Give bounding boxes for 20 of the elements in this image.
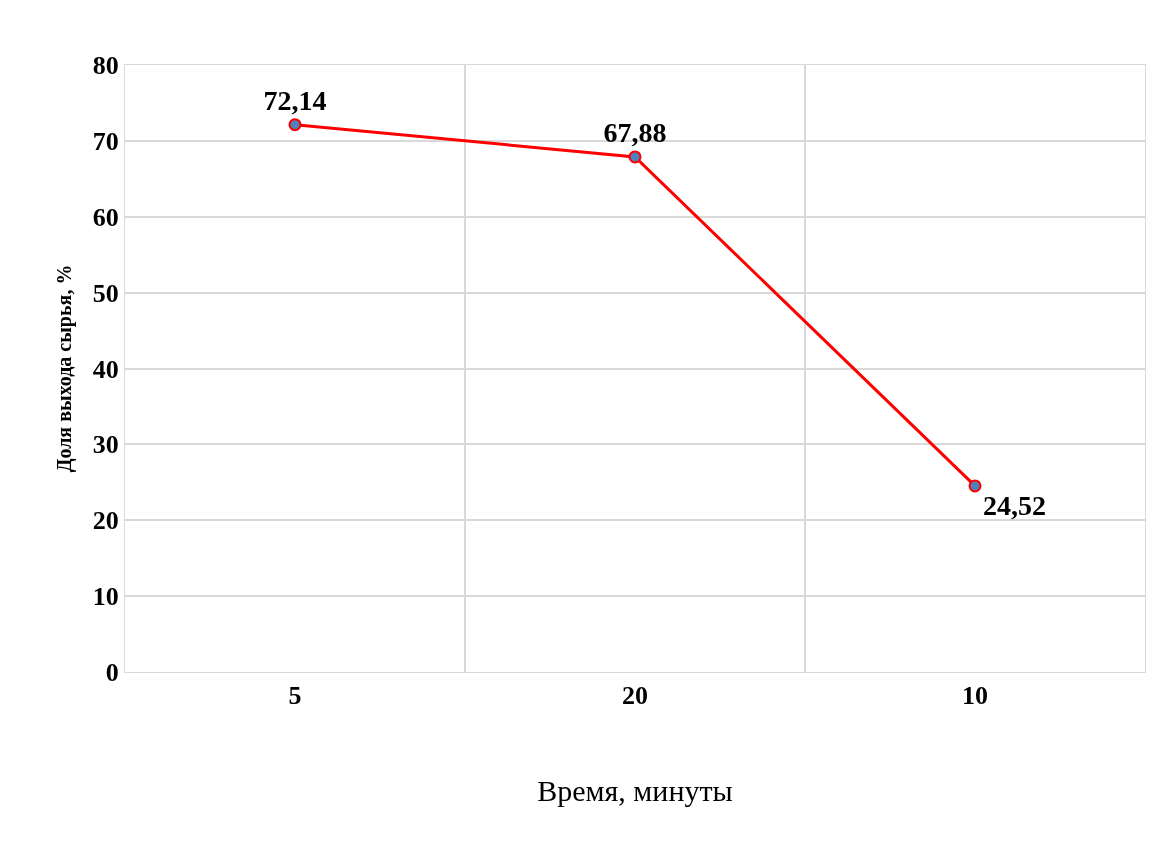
x-tick-label: 5	[288, 681, 302, 711]
y-tick-label: 40	[92, 354, 119, 384]
y-tick-label: 0	[105, 658, 119, 688]
y-tick-label: 10	[92, 582, 119, 612]
point	[968, 479, 982, 493]
point	[288, 118, 302, 132]
data-label: 72,14	[263, 84, 327, 116]
x-tick-label: 10	[962, 681, 988, 711]
y-tick-label: 30	[92, 430, 119, 460]
y-tick-label: 80	[92, 51, 119, 81]
y-tick-label: 50	[92, 278, 119, 308]
point	[628, 150, 642, 164]
y-tick-label: 20	[92, 506, 119, 536]
y-tick-label: 70	[92, 126, 119, 156]
data-label: 24,52	[982, 489, 1046, 521]
x-tick-label: 20	[622, 681, 648, 711]
data-label: 67,88	[603, 117, 667, 149]
y-tick-label: 60	[92, 202, 119, 232]
y-axis-title: Доля выхода сырья, %	[53, 264, 77, 473]
x-axis-title: Время, минуты	[537, 773, 733, 807]
